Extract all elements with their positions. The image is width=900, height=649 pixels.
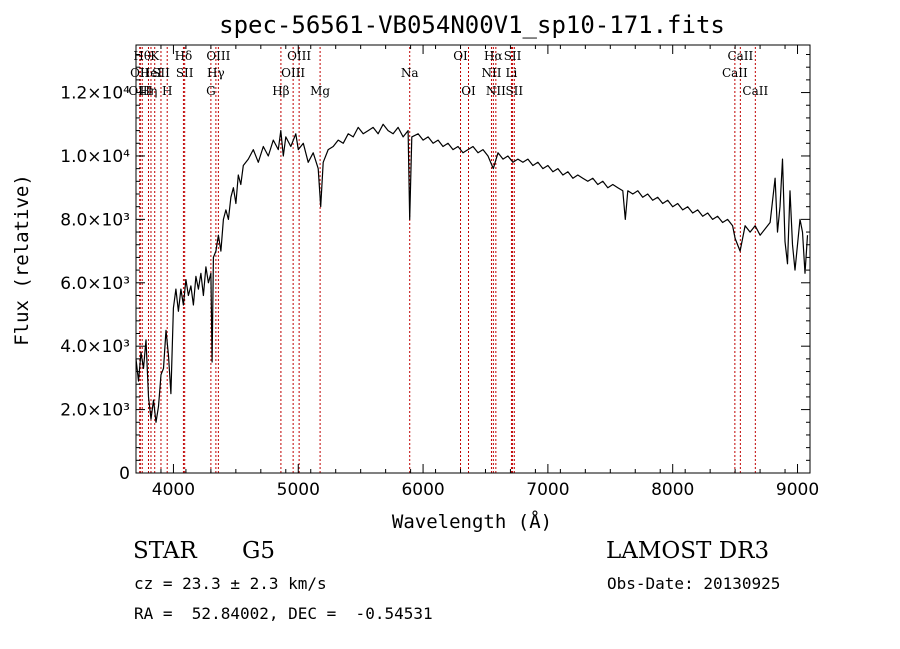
chart-title: spec-56561-VB054N00V1_sp10-171.fits [219,11,725,39]
x-tick-label: 4000 [152,480,195,500]
spectrum-line [135,123,809,423]
spectral-line-label: Hθ [133,49,151,63]
spectral-line-label: OIII [128,84,152,98]
x-tick-label: 5000 [277,480,320,500]
x-tick-label: 7000 [526,480,569,500]
y-tick-label: 0 [119,464,130,484]
spectral-line-label: Mg [310,84,330,98]
spectral-line-label: SII [504,49,522,63]
observation-date: Obs-Date: 20130925 [607,574,781,593]
redshift-readout: cz = 23.3 ± 2.3 km/s [134,574,327,593]
spectral-line-label: SII [152,66,170,80]
y-tick-label: 8.0×10³ [60,210,130,230]
spectrum-chart: spec-56561-VB054N00V1_sp10-171.fits Hθ OI… [11,11,819,533]
spectral-line-label: CaII [727,49,753,63]
spectrum-series [135,123,809,423]
spectral-line-label: OIII [287,49,311,63]
y-axis-label: Flux (relative) [11,174,33,346]
spectral-line-label: K [150,49,160,63]
spectral-line-label: OI [461,84,476,98]
spectral-line-label: OIII [281,66,305,80]
spectral-line-label: NII [486,84,506,98]
object-subclass: G5 [242,538,276,564]
x-axis: 4000 5000 6000 7000 8000 9000 [135,45,819,500]
spectral-line-label: H [162,84,172,98]
spectral-line-label: SII [176,66,194,80]
y-tick-label: 1.2×10⁴ [60,84,130,104]
spectral-line-markers [139,47,756,473]
spectral-line-label: G [206,84,216,98]
spectral-line-labels: HθOIIOIIIHηHeIKSIIHHδSIIGHγOIIIHβOIIIOII… [128,49,768,98]
spectral-line-label: OIII [206,49,230,63]
spectral-line-label: Na [401,66,419,80]
spectral-line-label: Hγ [207,66,225,80]
spectral-line-label: OI [453,49,468,63]
spectral-line-label: OII [130,66,150,80]
spectral-line-label: Hη [140,84,158,98]
spectral-line-label: Li [506,66,518,80]
x-axis-label: Wavelength (Å) [392,510,552,533]
coordinates-readout: RA = 52.84002, DEC = -0.54531 [134,604,433,623]
y-tick-label: 6.0×10³ [60,274,130,294]
spectral-line-label: CaII [722,66,748,80]
x-tick-label: 8000 [651,480,694,500]
spectral-line-label: Hα [484,49,503,63]
spectral-line-label: Hβ [272,84,289,98]
object-class: STAR [133,538,197,564]
spectral-line-label: HeI [140,66,163,80]
plot-frame [135,44,811,474]
y-tick-label: 1.0×10⁴ [60,147,130,167]
survey-name: LAMOST DR3 [606,538,770,564]
y-axis: 0 2.0×10³ 4.0×10³ 6.0×10³ 8.0×10³ 1.0×10⁴ 1.2×… [60,54,810,484]
y-tick-label: 2.0×10³ [60,401,130,421]
x-tick-label: 9000 [776,480,819,500]
spectral-line-label: Hδ [175,49,193,63]
x-tick-label: 6000 [401,480,444,500]
spectral-line-label: SII [505,84,523,98]
spectral-line-label: NII [481,66,501,80]
spectral-line-label: CaII [742,84,768,98]
y-tick-label: 4.0×10³ [60,337,130,357]
